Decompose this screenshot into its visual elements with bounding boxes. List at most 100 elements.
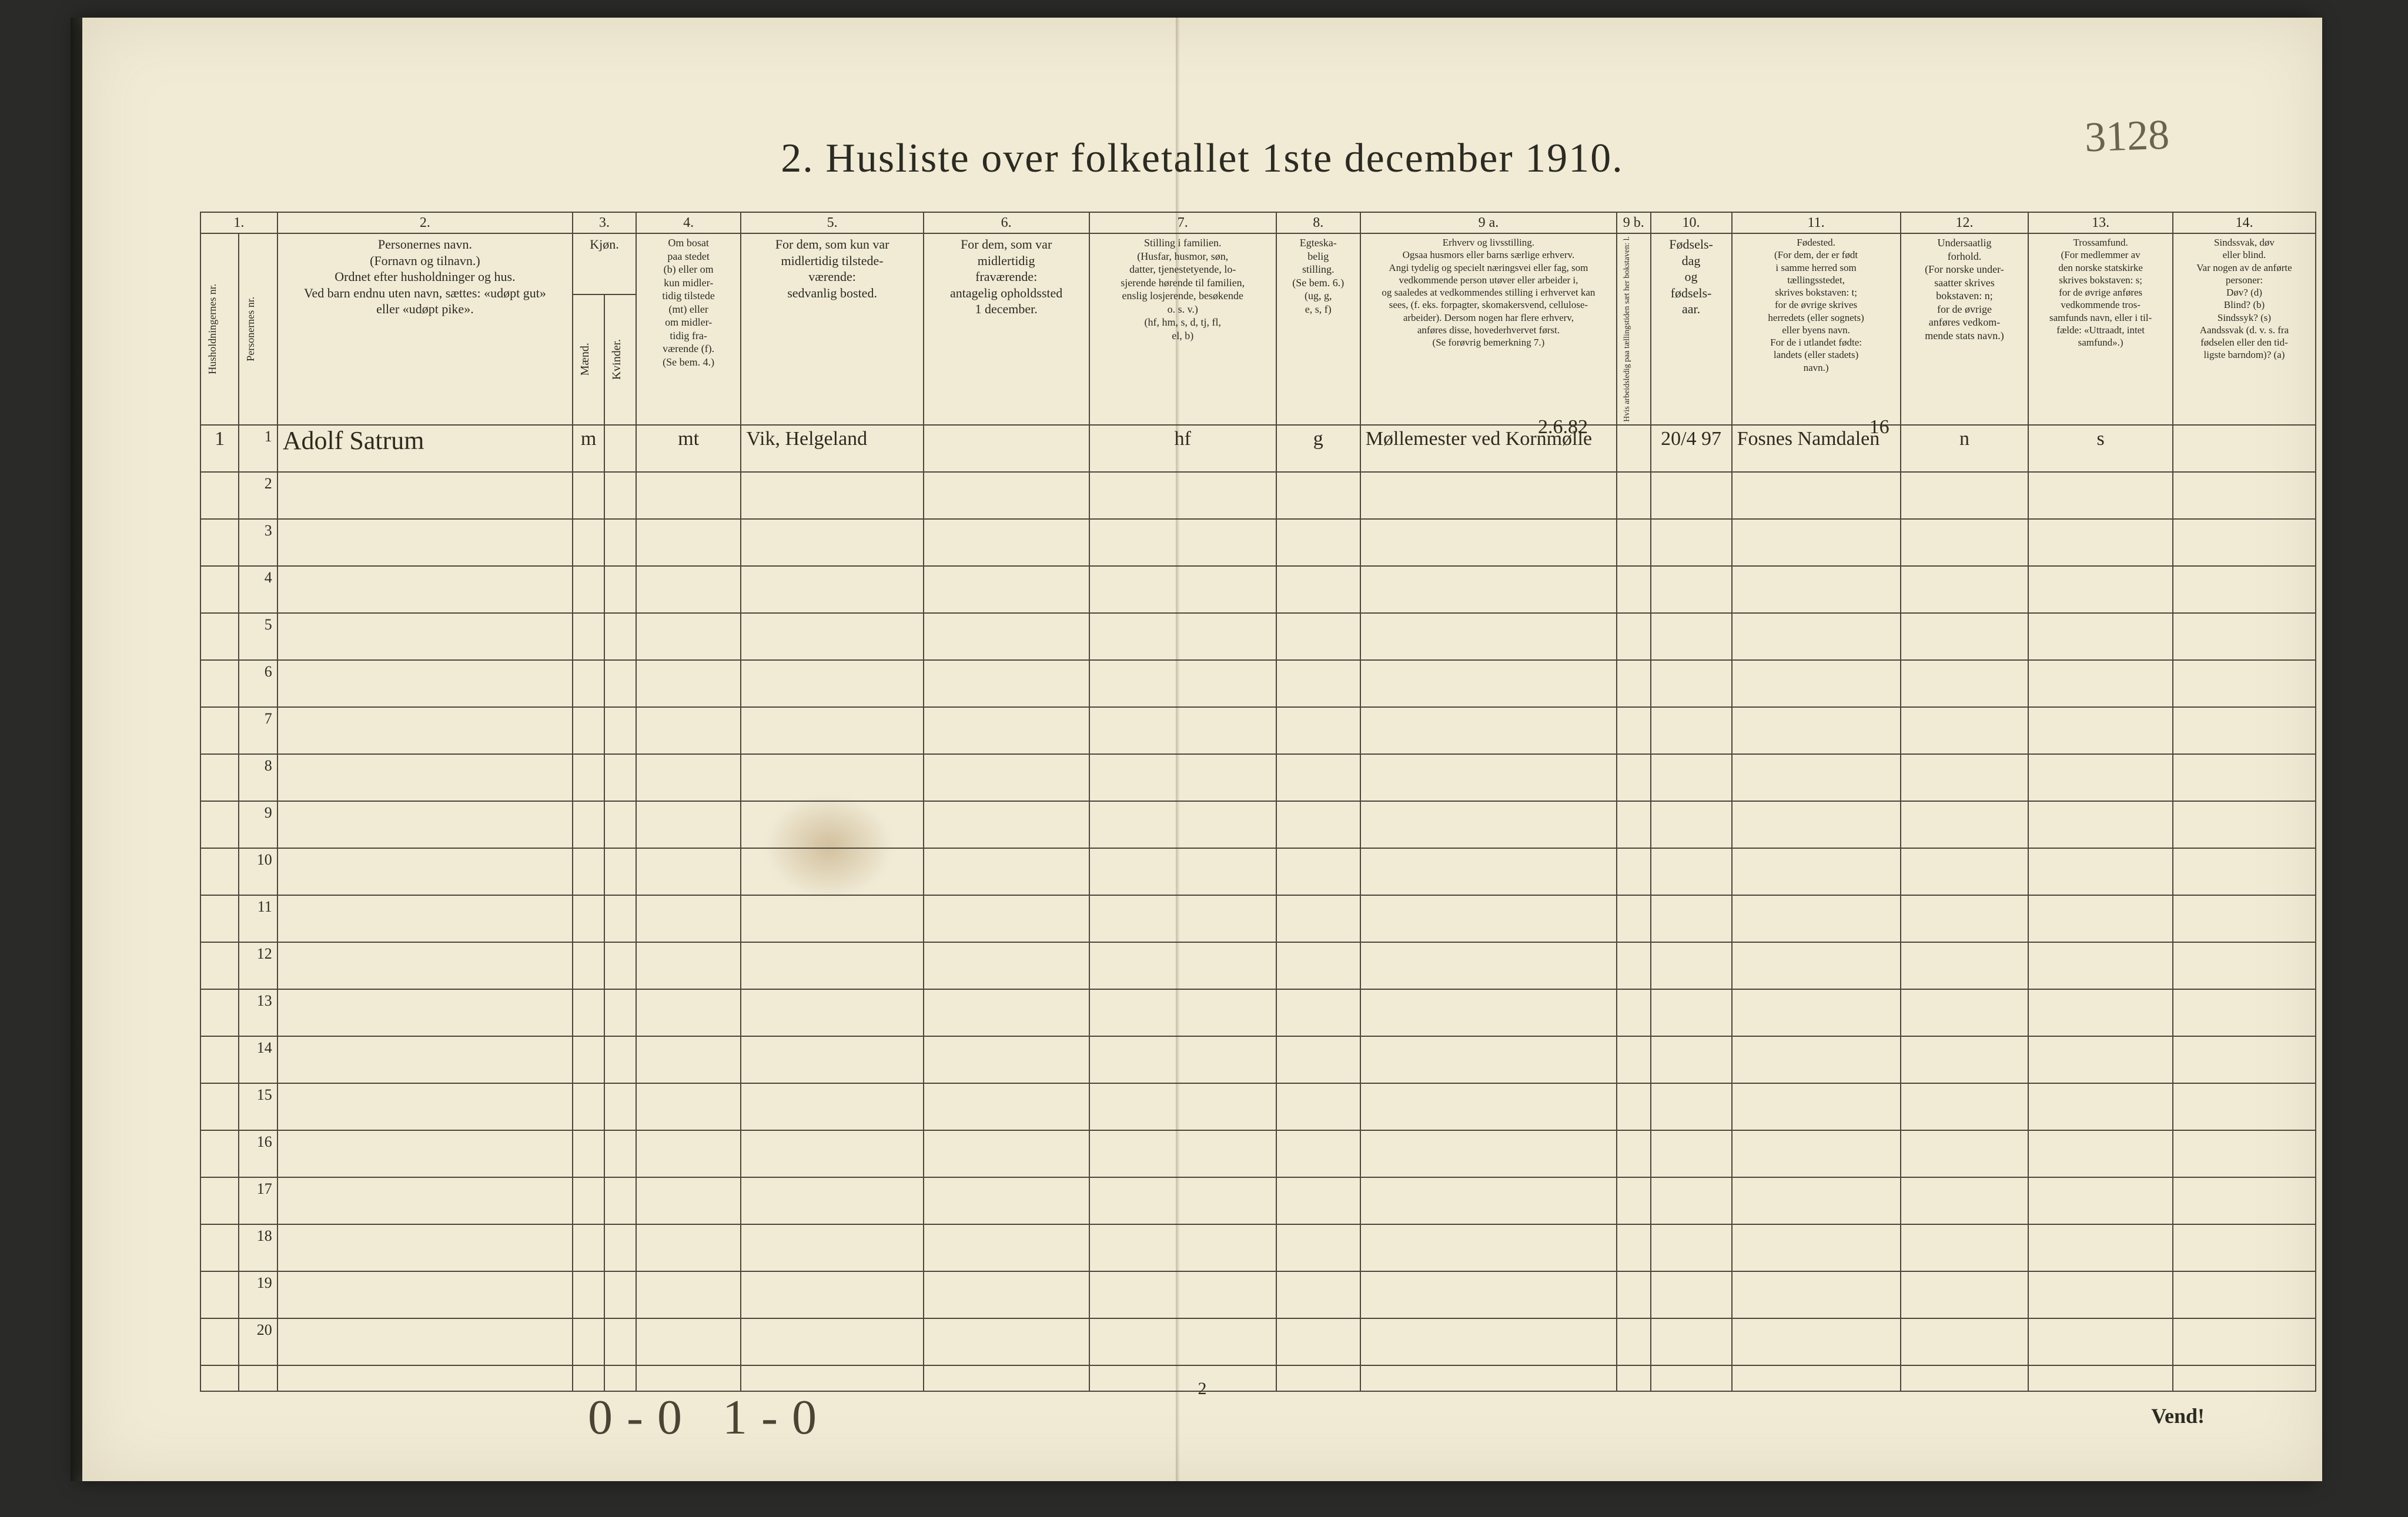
cell-blank xyxy=(573,1365,604,1391)
cell-blank xyxy=(924,895,1089,942)
cell-hh xyxy=(200,895,239,942)
cell-blank xyxy=(573,613,604,660)
cell-blank xyxy=(1276,566,1360,613)
cell-blank xyxy=(636,754,741,801)
cell-blank xyxy=(573,895,604,942)
cell-blank xyxy=(604,1036,636,1083)
cell-name: Adolf Satrum xyxy=(277,425,573,472)
cell-blank xyxy=(1089,1130,1276,1177)
cell-blank xyxy=(1651,1036,1732,1083)
cell-blank xyxy=(2028,848,2173,895)
cell-blank xyxy=(604,801,636,848)
cell-blank xyxy=(1651,848,1732,895)
cell-blank xyxy=(2028,1083,2173,1130)
cell-blank xyxy=(741,613,923,660)
cell-blank xyxy=(604,848,636,895)
cell-blank xyxy=(2173,472,2316,519)
cell-stilling: hf xyxy=(1089,425,1276,472)
cell-blank xyxy=(1089,942,1276,989)
cell-blank xyxy=(1732,801,1901,848)
cell-blank xyxy=(573,1224,604,1271)
cell-rownum: 9 xyxy=(239,801,277,848)
cell-blank xyxy=(1089,1365,1276,1391)
table-header: 1. 2. 3. 4. 5. 6. 7. 8. 9 a. 9 b. 10. 11… xyxy=(200,212,2316,425)
cell-hh xyxy=(200,848,239,895)
cell-blank xyxy=(1901,1130,2029,1177)
cell-blank xyxy=(1651,1365,1732,1391)
cell-hh xyxy=(200,660,239,707)
cell-blank xyxy=(604,1271,636,1318)
cell-blank xyxy=(741,1224,923,1271)
cell-blank xyxy=(2173,1036,2316,1083)
cell-blank xyxy=(1617,613,1651,660)
cell-blank xyxy=(1360,707,1617,754)
cell-blank xyxy=(1089,660,1276,707)
cell-blank xyxy=(1901,1083,2029,1130)
cell-blank xyxy=(1276,660,1360,707)
cell-blank xyxy=(1360,613,1617,660)
cell-blank xyxy=(277,472,573,519)
cell-blank xyxy=(1617,1130,1651,1177)
cell-egt: g xyxy=(1276,425,1360,472)
cell-blank xyxy=(1901,754,2029,801)
cell-blank xyxy=(1276,801,1360,848)
hdr-hh-nr: Husholdningernes nr. xyxy=(200,233,239,425)
cell-rownum: 4 xyxy=(239,566,277,613)
cell-blank xyxy=(277,660,573,707)
cell-blank xyxy=(2173,1271,2316,1318)
colnum-4: 4. xyxy=(636,212,741,233)
cell-blank xyxy=(1360,660,1617,707)
cell-blank xyxy=(277,1224,573,1271)
cell-blank xyxy=(1732,707,1901,754)
cell-blank xyxy=(1732,613,1901,660)
cell-blank xyxy=(604,895,636,942)
cell-blank xyxy=(1651,1130,1732,1177)
cell-rownum: 10 xyxy=(239,848,277,895)
cell-blank xyxy=(277,1083,573,1130)
page: 3128 2. Husliste over folketallet 1ste d… xyxy=(0,0,2408,1517)
cell-blank xyxy=(1901,660,2029,707)
cell-blank xyxy=(741,1177,923,1224)
cell-blank xyxy=(636,1224,741,1271)
cell-blank xyxy=(2028,660,2173,707)
colnum-2: 2. xyxy=(277,212,573,233)
cell-blank xyxy=(1089,801,1276,848)
cell-hh xyxy=(200,707,239,754)
colnum-8: 8. xyxy=(1276,212,1360,233)
cell-blank xyxy=(1617,801,1651,848)
colnum-5: 5. xyxy=(741,212,923,233)
hdr-kjon: Kjøn. xyxy=(573,233,636,294)
cell-blank xyxy=(924,472,1089,519)
cell-blank xyxy=(1651,1083,1732,1130)
cell-blank xyxy=(1651,1177,1732,1224)
cell-blank xyxy=(2173,989,2316,1036)
cell-rownum: 7 xyxy=(239,707,277,754)
cell-rownum: 6 xyxy=(239,660,277,707)
table-row: 12 xyxy=(200,942,2316,989)
cell-blank xyxy=(1089,895,1276,942)
table-row: 8 xyxy=(200,754,2316,801)
cell-blank xyxy=(604,989,636,1036)
cell-blank xyxy=(924,1271,1089,1318)
cell-blank xyxy=(741,895,923,942)
cell-blank xyxy=(604,1224,636,1271)
cell-blank xyxy=(277,707,573,754)
colnum-6: 6. xyxy=(924,212,1089,233)
cell-blank xyxy=(1089,566,1276,613)
cell-blank xyxy=(1901,848,2029,895)
cell-blank xyxy=(604,1083,636,1130)
cell-blank xyxy=(1901,519,2029,566)
cell-blank xyxy=(1360,1177,1617,1224)
cell-ledig xyxy=(1617,425,1651,472)
cell-blank xyxy=(2028,1365,2173,1391)
cell-blank xyxy=(1617,519,1651,566)
cell-blank xyxy=(573,472,604,519)
census-table: 1. 2. 3. 4. 5. 6. 7. 8. 9 a. 9 b. 10. 11… xyxy=(200,212,2316,1392)
cell-blank xyxy=(277,1130,573,1177)
cell-blank xyxy=(1901,1036,2029,1083)
cell-hh xyxy=(200,1036,239,1083)
cell-blank xyxy=(1651,1318,1732,1365)
cell-blank xyxy=(1617,566,1651,613)
cell-blank xyxy=(1901,942,2029,989)
cell-blank xyxy=(741,660,923,707)
